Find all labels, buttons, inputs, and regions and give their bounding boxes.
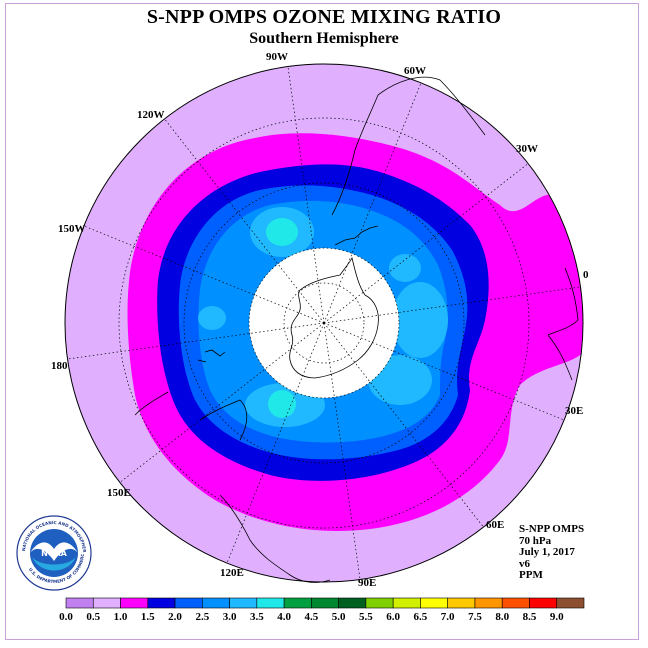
lon-label: 90E: [358, 577, 376, 589]
colorbar-cell: [474, 597, 503, 609]
colorbar-cell: [92, 597, 121, 609]
colorbar-tick-label: 4.5: [304, 611, 318, 623]
svg-text:NOAA: NOAA: [41, 549, 67, 558]
colorbar-tick-label: 7.5: [468, 611, 482, 623]
colorbar-cell: [392, 597, 421, 609]
info-date: July 1, 2017: [519, 546, 575, 559]
meridian-line: [323, 322, 361, 580]
meridian-line: [323, 286, 581, 324]
parallel-circle: [283, 282, 365, 364]
meridian-line: [323, 163, 529, 324]
colorbar-tick-label: 3.5: [250, 611, 264, 623]
meridian-line: [67, 322, 325, 360]
colorbar-cell: [529, 597, 558, 609]
colorbar-tick-label: 6.5: [414, 611, 428, 623]
meridian-line: [164, 118, 325, 324]
colorbar-cell: [311, 597, 339, 609]
lon-label: 30W: [516, 143, 538, 155]
meridian-line: [83, 225, 325, 324]
parallel-circle: [118, 117, 530, 529]
lon-label: 0: [583, 269, 589, 281]
colorbar-cell: [174, 597, 203, 609]
colorbar-cell: [365, 597, 394, 609]
colorbar-cell: [256, 597, 285, 609]
colorbar-tick-label: 9.0: [550, 611, 564, 623]
colorbar-cell: [447, 597, 476, 609]
colorbar-tick-label: 6.0: [386, 611, 400, 623]
lon-label: 60W: [404, 65, 426, 77]
figure-frame: [5, 3, 639, 640]
info-block: S-NPP OMPS 70 hPa July 1, 2017 v6 PPM: [519, 523, 585, 582]
colorbar-cell: [556, 597, 585, 609]
field-3.0-3.5-pocket: [389, 254, 421, 282]
info-version: v6: [519, 557, 530, 570]
lon-label: 30E: [565, 405, 583, 417]
colorbar-cell: [338, 597, 367, 609]
map-border: [64, 63, 584, 583]
graticule: [67, 66, 581, 580]
colorbar-tick-label: 5.5: [359, 611, 373, 623]
field-3.5-4.0-pocket: [268, 390, 296, 418]
info-level: 70 hPa: [519, 534, 552, 547]
colorbar-tick-label: 3.0: [223, 611, 237, 623]
colorbar-cell: [147, 597, 176, 609]
africa-coastline: [547, 267, 579, 381]
meridian-line: [287, 66, 325, 324]
colorbar-tick-label: 0.0: [59, 611, 73, 623]
colorbar-tick-label: 8.5: [523, 611, 537, 623]
colorbar-cell: [283, 597, 312, 609]
noaa-logo: NATIONAL OCEANIC AND ATMOSPHERIC ADMINIS…: [16, 515, 92, 591]
colorbar-tick-label: 1.5: [141, 611, 155, 623]
lon-label: 150W: [58, 223, 86, 235]
new-zealand-coastline: [197, 349, 226, 363]
colorbar-tick-label: 7.0: [441, 611, 455, 623]
meridian-line: [323, 322, 484, 528]
lon-label: 120W: [137, 109, 165, 121]
colorbar-tick-label: 2.5: [195, 611, 209, 623]
field-3.0-3.5-pocket: [198, 306, 226, 330]
australia-coastline: [134, 391, 331, 583]
colorbar-tick-label: 0.5: [86, 611, 100, 623]
colorbar-cell: [65, 597, 94, 609]
south-america-coastline: [331, 76, 486, 216]
colorbar-tick-label: 1.0: [114, 611, 128, 623]
info-instrument: S-NPP OMPS: [519, 523, 585, 535]
parallel-circle: [248, 247, 400, 399]
lon-label: 150E: [107, 487, 131, 499]
lon-label: 180: [51, 360, 68, 372]
colorbar-tick-label: 5.0: [332, 611, 346, 623]
colorbar-tick-label: 8.0: [495, 611, 509, 623]
lon-label: 120E: [220, 567, 244, 579]
page-title: S-NPP OMPS OZONE MIXING RATIO: [146, 6, 502, 28]
colorbar-cell: [420, 597, 448, 609]
lon-label: 60E: [486, 519, 504, 531]
colorbar-cell: [202, 597, 230, 609]
antarctica-coastline: [289, 256, 379, 379]
colorbar-cell: [501, 597, 530, 609]
meridian-line: [323, 82, 422, 324]
field-3.0-3.5-pocket: [392, 282, 448, 358]
meridian-line: [119, 322, 325, 483]
meridian-line: [323, 322, 565, 421]
info-units: PPM: [519, 569, 543, 582]
colorbar-tick-label: 4.0: [277, 611, 291, 623]
page-subtitle: Southern Hemisphere: [249, 30, 399, 47]
peninsula-coastline: [334, 225, 379, 246]
colorbar-cell: [229, 597, 258, 609]
lon-label: 90W: [266, 51, 288, 63]
colorbar-tick-label: 2.0: [168, 611, 182, 623]
colorbar-cell: [120, 597, 149, 609]
meridian-line: [226, 322, 325, 564]
field-3.5-4.0-pocket: [266, 218, 298, 246]
parallel-circle: [183, 182, 465, 464]
